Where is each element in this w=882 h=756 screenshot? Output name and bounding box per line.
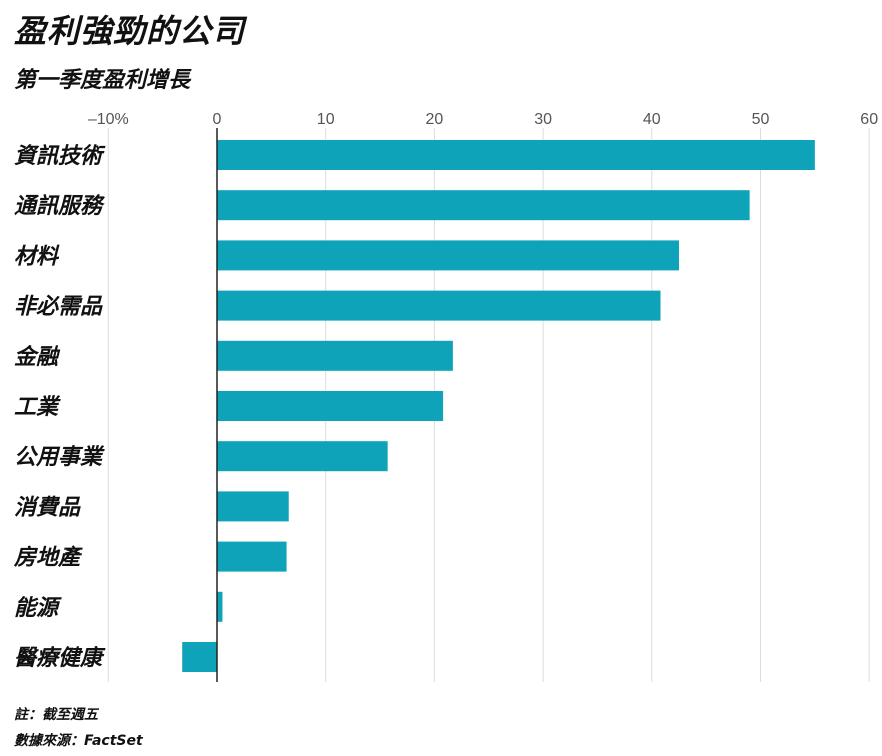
category-label: 金融 [14,344,61,370]
bar [182,642,217,672]
category-label: 消費品 [14,495,81,520]
category-label: 工業 [14,395,61,420]
x-tick-label: 10 [317,111,335,128]
x-tick-label: 40 [643,111,661,128]
category-label: 房地產 [13,545,83,571]
bar [217,541,287,572]
x-tick-label: 0 [213,111,222,128]
category-label: 醫療健康 [14,645,106,671]
bar [217,441,388,472]
bars [182,140,815,672]
x-axis-ticks: –10% 0 10 20 30 40 50 60 [88,111,878,128]
source-note: 數據來源：FactSet [14,733,143,749]
bar [217,190,750,221]
bar [217,591,223,622]
bar-chart: –10% 0 10 20 30 40 50 60 資訊技術通訊服務材料非必需品金融工業公用事業… [13,111,878,682]
chart-subtitle: 第一季度盈利增長 [14,68,191,93]
x-tick-label: 50 [752,111,770,128]
footnote: 註：截至週五 [14,707,98,723]
category-label: 非必需品 [14,295,103,320]
category-label: 資訊技術 [14,143,106,169]
x-tick-label: –10% [88,111,129,128]
category-label: 材料 [14,244,60,269]
bar [217,140,815,170]
chart-title: 盈利強勁的公司 [14,12,246,50]
x-tick-label: 20 [426,111,444,128]
bar [217,391,444,421]
x-tick-label: 30 [534,111,552,128]
bar [217,240,679,271]
bar [217,491,289,522]
category-label: 能源 [14,595,62,621]
bar [217,290,661,321]
x-tick-label: 60 [860,111,878,128]
category-label: 公用事業 [14,445,105,470]
bar [217,340,453,371]
category-label: 通訊服務 [14,193,105,219]
